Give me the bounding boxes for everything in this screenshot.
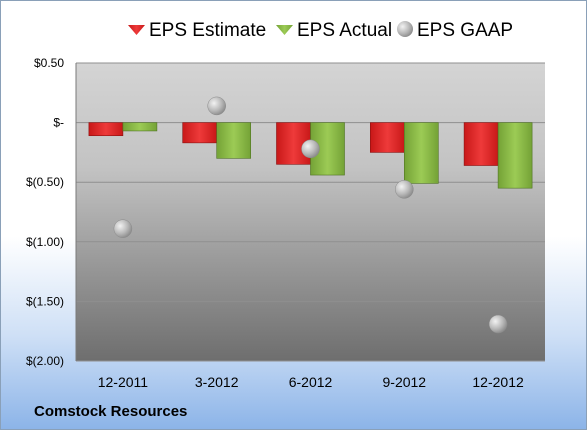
x-tick-label: 12-2012: [472, 374, 524, 390]
legend-actual-swatch: [276, 25, 293, 35]
actual-bar: [216, 122, 251, 159]
y-tick-label: $(1.50): [26, 294, 64, 308]
x-tick-label: 3-2012: [195, 374, 239, 390]
y-tick-label: $-: [53, 116, 64, 130]
legend-item-actual: EPS Actual: [276, 20, 392, 41]
legend-estimate-label: EPS Estimate: [149, 20, 266, 41]
gaap-marker: [395, 180, 414, 199]
gaap-markers: [113, 96, 508, 334]
estimate-bar: [369, 122, 405, 153]
estimate-bar: [88, 122, 124, 137]
legend-item-estimate: EPS Estimate: [128, 20, 266, 41]
x-tick-label: 9-2012: [383, 374, 427, 390]
y-axis: $0.50 $- $(0.50) $(1.00) $(1.50) $(2.00): [26, 56, 77, 368]
gaap-marker: [488, 314, 508, 334]
actual-bar: [497, 122, 533, 189]
estimate-bar: [182, 122, 217, 144]
legend-actual-label: EPS Actual: [297, 20, 392, 41]
plot-area: [76, 63, 545, 361]
legend-estimate-swatch: [128, 25, 145, 35]
legend-gaap-label: EPS GAAP: [417, 20, 513, 41]
x-tick-label: 12-2011: [98, 374, 149, 390]
y-tick-label: $(2.00): [26, 354, 64, 368]
legend: EPS Estimate EPS Actual EPS GAAP: [128, 20, 513, 41]
gaap-marker: [301, 139, 320, 159]
estimate-bar: [463, 122, 499, 166]
x-axis: 12-2011 3-2012 6-2012 9-2012 12-2012: [98, 374, 524, 390]
y-tick-label: $(0.50): [26, 175, 64, 189]
bars: [88, 122, 533, 189]
actual-bar: [403, 122, 439, 184]
gaap-marker: [113, 219, 133, 238]
gaap-marker: [207, 96, 226, 116]
actual-bar: [122, 122, 158, 132]
legend-gaap-swatch: [397, 21, 413, 37]
x-tick-label: 6-2012: [289, 374, 333, 390]
legend-item-gaap: EPS GAAP: [397, 20, 513, 41]
y-tick-label: $(1.00): [26, 235, 64, 249]
company-name: Comstock Resources: [34, 403, 188, 420]
y-tick-label: $0.50: [34, 56, 64, 70]
